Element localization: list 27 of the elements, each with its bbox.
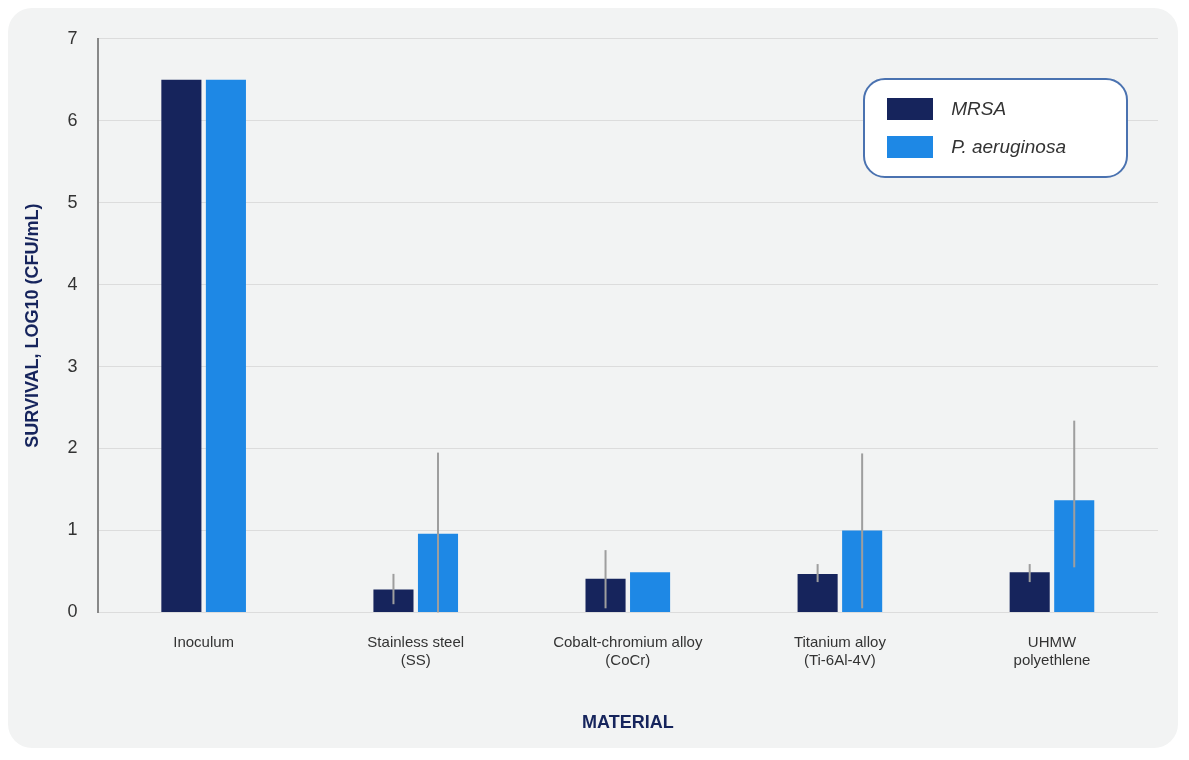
bar	[161, 79, 202, 612]
y-tick-label: 7	[67, 27, 78, 48]
bar	[630, 572, 671, 612]
y-tick-label: 2	[67, 437, 78, 458]
y-tick-label: 4	[67, 273, 78, 294]
y-tick-label: 3	[67, 355, 78, 376]
legend-label: MRSA	[951, 98, 1007, 120]
y-tick-label: 6	[67, 109, 78, 130]
bar	[417, 533, 459, 612]
bar	[842, 530, 883, 612]
x-tick-label: Inoculum	[173, 632, 235, 650]
bar	[373, 589, 414, 612]
legend-label: P. aeruginosa	[951, 136, 1066, 158]
bar	[1009, 572, 1050, 612]
y-tick-label: 1	[67, 519, 78, 540]
y-axis-title: SURVIVAL, LOG10 (CFU/mL)	[21, 203, 42, 448]
bar	[1054, 500, 1095, 612]
x-tick-label: UHMW polyethlene	[1013, 632, 1091, 668]
y-tick-label: 0	[67, 601, 78, 622]
bar	[797, 573, 838, 612]
y-tick-label: 5	[67, 191, 78, 212]
bar	[205, 79, 246, 612]
x-tick-label: Stainless steel (SS)	[367, 632, 465, 668]
bar	[585, 578, 626, 612]
x-tick-label: Titanium alloy (Ti-6Al-4V)	[793, 632, 887, 668]
x-axis-title: MATERIAL	[581, 712, 674, 733]
x-tick-label: Cobalt-chromium alloy (CoCr)	[553, 632, 703, 668]
